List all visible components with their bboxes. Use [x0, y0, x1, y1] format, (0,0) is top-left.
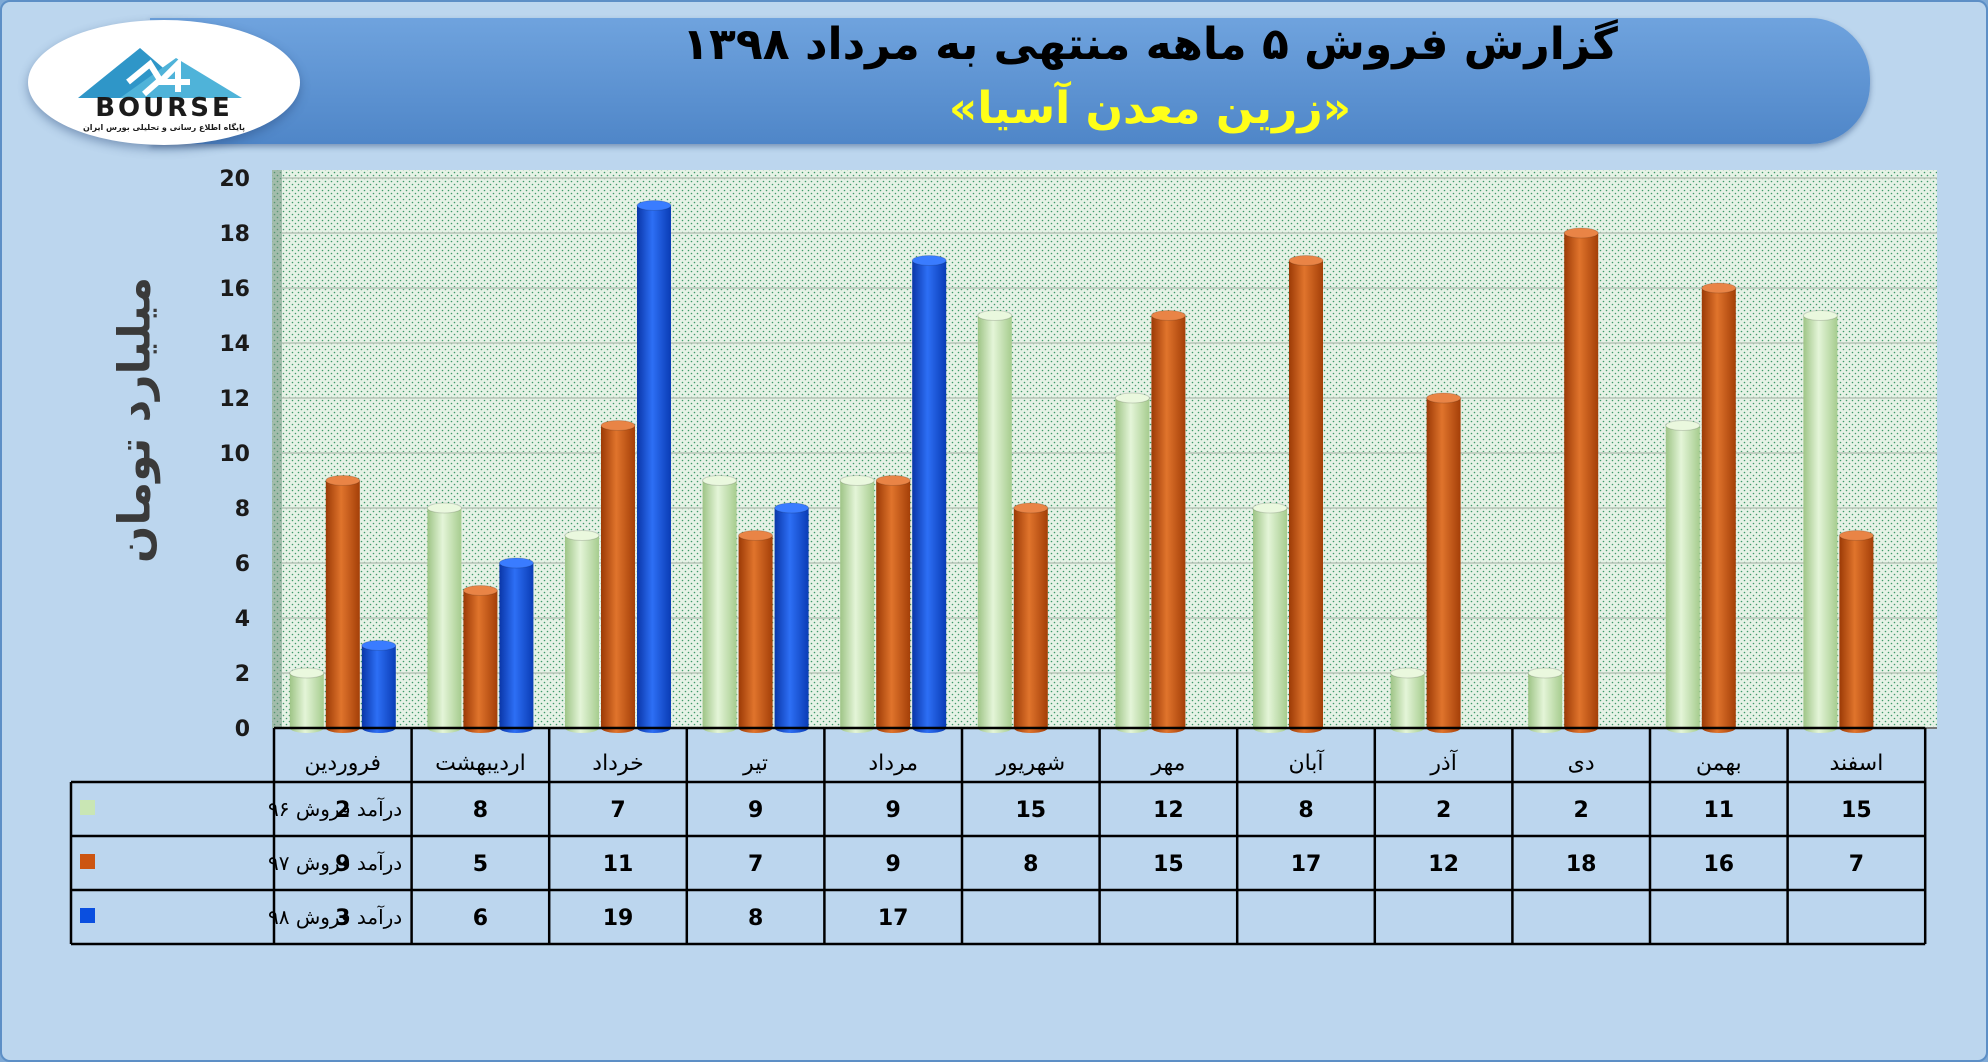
table-cell: 8: [473, 798, 488, 823]
table-cell: 8: [1298, 798, 1313, 823]
bar: [636, 200, 672, 733]
bar: [1665, 420, 1701, 733]
x-tick-label: اسفند: [1829, 751, 1883, 776]
plot-side-wall: [272, 170, 282, 728]
bar: [462, 585, 498, 733]
bar: [1390, 667, 1426, 733]
table-cell: 12: [1153, 798, 1184, 823]
bar: [361, 640, 397, 733]
bar: [1701, 282, 1737, 733]
table-cell: 9: [886, 798, 901, 823]
series-name: درآمد فروش ۹۸: [268, 904, 402, 929]
table-cell: 15: [1015, 798, 1046, 823]
table-cell: 2: [1574, 798, 1589, 823]
x-tick-label: مرداد: [868, 751, 918, 776]
x-tick-label: شهریور: [995, 751, 1065, 776]
x-tick-label: فروردین: [305, 751, 382, 776]
table-cell: 12: [1428, 852, 1459, 877]
y-tick-label: 12: [219, 387, 250, 412]
y-tick-label: 18: [219, 222, 250, 247]
x-tick-label: خرداد: [592, 751, 643, 776]
y-tick-label: 16: [219, 277, 250, 302]
bar: [498, 557, 534, 733]
table-cell: 18: [1566, 852, 1597, 877]
table-cell: 16: [1703, 852, 1734, 877]
legend-key: [80, 908, 95, 923]
table-cell: 17: [1291, 852, 1322, 877]
table-cell: 9: [748, 798, 763, 823]
table-cell: 19: [603, 906, 634, 931]
table-cell: 6: [473, 906, 488, 931]
bar: [1150, 310, 1186, 733]
bar: [977, 310, 1013, 733]
bar: [600, 420, 636, 733]
bar: [702, 475, 738, 733]
company-name: «زرین معدن آسیا»: [948, 83, 1352, 134]
table-cell: 9: [335, 852, 350, 877]
bar: [738, 530, 774, 733]
table-cell: 15: [1841, 798, 1872, 823]
logo-tagline: پایگاه اطلاع رسانی و تحلیلی بورس ایران: [83, 122, 245, 133]
table-cell: 3: [335, 906, 350, 931]
table-cell: 15: [1153, 852, 1184, 877]
table-cell: 9: [886, 852, 901, 877]
bar: [325, 475, 361, 733]
header-banner: [150, 18, 1870, 144]
y-tick-label: 2: [235, 662, 250, 687]
y-tick-label: 14: [219, 332, 250, 357]
table-cell: 7: [610, 798, 625, 823]
bar: [1802, 310, 1838, 733]
bar: [564, 530, 600, 733]
y-tick-label: 6: [235, 552, 250, 577]
table-cell: 11: [1703, 798, 1734, 823]
x-tick-label: تیر: [742, 751, 768, 776]
y-tick-label: 0: [235, 717, 250, 742]
legend-key: [80, 800, 95, 815]
plot-area: [272, 170, 1937, 728]
bar: [1252, 502, 1288, 733]
bar: [911, 255, 947, 733]
bar: [875, 475, 911, 733]
y-tick-label: 10: [219, 442, 250, 467]
table-cell: 7: [1849, 852, 1864, 877]
bourse24-logo-icon: BOURSE پایگاه اطلاع رسانی و تحلیلی بورس …: [78, 48, 245, 133]
bar: [1527, 667, 1563, 733]
logo: BOURSE پایگاه اطلاع رسانی و تحلیلی بورس …: [28, 20, 300, 145]
table-cell: 5: [473, 852, 488, 877]
table-cell: 17: [878, 906, 909, 931]
series-name: درآمد فروش ۹۷: [268, 850, 402, 875]
table-cell: 7: [748, 852, 763, 877]
table-cell: 2: [1436, 798, 1451, 823]
bar: [1288, 255, 1324, 733]
x-tick-label: آبان: [1288, 749, 1324, 776]
bar: [1013, 502, 1049, 733]
table-cell: 11: [603, 852, 634, 877]
legend-key: [80, 854, 95, 869]
bar: [1563, 227, 1599, 733]
bar: [426, 502, 462, 733]
x-tick-label: دی: [1568, 751, 1595, 776]
table-cell: 2: [335, 798, 350, 823]
x-tick-label: اردیبهشت: [435, 751, 526, 776]
y-tick-label: 20: [219, 167, 250, 192]
bar: [1426, 392, 1462, 733]
y-tick-label: 8: [235, 497, 250, 522]
x-tick-label: بهمن: [1696, 751, 1742, 776]
x-tick-label: آذر: [1429, 749, 1457, 776]
series-name: درآمد فروش ۹۶: [268, 796, 402, 821]
x-tick-label: مهر: [1150, 751, 1185, 776]
logo-wordmark: BOURSE: [95, 93, 233, 123]
chart-title: گزارش فروش ۵ ماهه منتهی به مرداد ۱۳۹۸: [682, 19, 1618, 70]
table-cell: 8: [748, 906, 763, 931]
bar: [289, 667, 325, 733]
bar: [774, 502, 810, 733]
table-cell: 8: [1023, 852, 1038, 877]
bar: [839, 475, 875, 733]
y-tick-label: 4: [235, 607, 250, 632]
